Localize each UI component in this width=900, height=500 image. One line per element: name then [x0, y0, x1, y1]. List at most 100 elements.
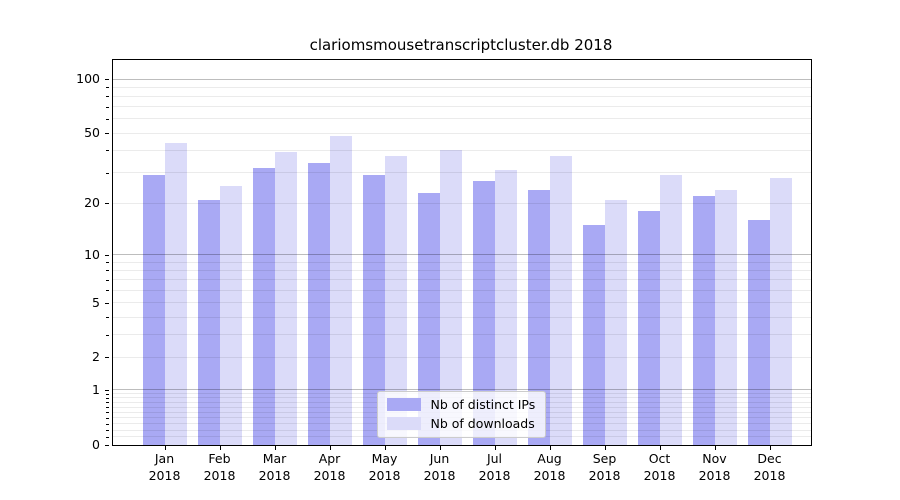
- bar-distinct-ips-jan: [142, 175, 165, 445]
- bar-distinct-ips-aug: [527, 189, 550, 445]
- x-tick-label: Apr 2018: [298, 451, 362, 484]
- gridline-major: [112, 254, 811, 256]
- y-tick-label: 10: [84, 246, 100, 262]
- y-minor-tick: [106, 172, 109, 174]
- gridline-minor: [112, 106, 811, 108]
- legend-item-distinct-ips: Nb of distinct IPs: [386, 398, 535, 411]
- x-label-year: 2018: [478, 467, 511, 483]
- y-tick-label: 1: [92, 381, 100, 397]
- x-label-month: Apr: [318, 451, 341, 466]
- legend-label-downloads: Nb of downloads: [430, 416, 535, 431]
- y-tick-label: 0: [92, 436, 100, 452]
- x-tick-label: Sep 2018: [573, 451, 637, 484]
- gridline-major: [112, 389, 811, 391]
- gridline-minor: [112, 202, 811, 204]
- x-label-year: 2018: [203, 467, 236, 483]
- gridline-minor: [112, 86, 811, 88]
- bar-distinct-ips-may: [362, 175, 385, 445]
- legend-swatch-downloads: [386, 417, 421, 430]
- y-tick-label: 50: [84, 125, 100, 141]
- bar-downloads-apr: [329, 136, 352, 445]
- legend-swatch-distinct-ips: [386, 398, 421, 411]
- x-tick: [384, 445, 386, 450]
- gridline-minor: [112, 172, 811, 174]
- bar-distinct-ips-oct: [637, 211, 660, 445]
- x-tick: [219, 445, 221, 450]
- x-tick-label: Aug 2018: [518, 451, 582, 484]
- x-label-year: 2018: [148, 467, 181, 483]
- y-tick-label: 20: [84, 195, 100, 211]
- chart-title: clariomsmousetranscriptcluster.db 2018: [309, 36, 613, 54]
- x-label-month: Aug: [537, 451, 562, 466]
- gridline-minor: [112, 289, 811, 291]
- gridline-minor: [112, 279, 811, 281]
- bar-downloads-feb: [219, 186, 242, 445]
- x-label-year: 2018: [753, 467, 786, 483]
- x-label-year: 2018: [423, 467, 456, 483]
- x-tick: [769, 445, 771, 450]
- x-label-month: Jul: [486, 451, 503, 466]
- x-label-year: 2018: [313, 467, 346, 483]
- x-label-month: May: [371, 451, 398, 466]
- legend-item-downloads: Nb of downloads: [386, 416, 536, 431]
- y-minor-tick: [106, 270, 109, 272]
- x-label-month: Jun: [429, 451, 450, 466]
- gridline-minor: [112, 316, 811, 318]
- y-tick-label: 5: [92, 294, 100, 310]
- y-tick: [104, 389, 109, 391]
- x-label-year: 2018: [643, 467, 676, 483]
- bar-distinct-ips-apr: [307, 162, 330, 445]
- gridline-minor: [112, 269, 811, 271]
- y-minor-tick: [106, 402, 109, 404]
- gridline-minor: [112, 149, 811, 151]
- x-label-month: Dec: [757, 451, 782, 466]
- legend: Nb of distinct IPs Nb of downloads: [376, 391, 547, 438]
- x-label-year: 2018: [258, 467, 291, 483]
- bar-downloads-oct: [659, 175, 682, 445]
- gridline-minor: [112, 356, 811, 358]
- x-tick: [494, 445, 496, 450]
- y-tick: [104, 254, 109, 256]
- x-tick: [439, 445, 441, 450]
- y-minor-tick: [106, 423, 109, 425]
- y-minor-tick: [106, 407, 109, 409]
- x-tick-label: Jul 2018: [463, 451, 527, 484]
- bar-distinct-ips-nov: [692, 196, 715, 445]
- bar-distinct-ips-sep: [582, 224, 605, 445]
- y-minor-tick: [106, 430, 109, 432]
- y-minor-tick: [106, 262, 109, 264]
- y-tick-label: 2: [92, 349, 100, 365]
- y-tick: [104, 357, 109, 359]
- bar-distinct-ips-mar: [252, 167, 275, 445]
- y-minor-tick: [106, 334, 109, 336]
- y-minor-tick: [106, 87, 109, 89]
- x-tick: [549, 445, 551, 450]
- x-tick-label: Jan 2018: [133, 451, 197, 484]
- x-tick: [714, 445, 716, 450]
- y-minor-tick: [106, 96, 109, 98]
- bar-downloads-sep: [604, 199, 627, 445]
- gridline-minor: [112, 261, 811, 263]
- x-tick: [604, 445, 606, 450]
- x-label-month: Sep: [592, 451, 617, 466]
- bar-downloads-mar: [274, 152, 297, 445]
- bar-downloads-nov: [714, 189, 737, 445]
- y-minor-tick: [106, 317, 109, 319]
- x-label-year: 2018: [698, 467, 731, 483]
- bar-downloads-dec: [769, 177, 792, 445]
- x-tick-label: Nov 2018: [683, 451, 747, 484]
- y-minor-tick: [106, 417, 109, 419]
- y-tick: [104, 444, 109, 446]
- bar-downloads-aug: [549, 156, 572, 445]
- bar-downloads-jul: [494, 170, 517, 445]
- x-tick: [164, 445, 166, 450]
- gridline-minor: [112, 118, 811, 120]
- x-tick: [274, 445, 276, 450]
- y-minor-tick: [106, 393, 109, 395]
- y-minor-tick: [106, 279, 109, 281]
- x-tick: [659, 445, 661, 450]
- x-label-month: Oct: [648, 451, 671, 466]
- gridline-minor: [112, 302, 811, 304]
- y-minor-tick: [106, 397, 109, 399]
